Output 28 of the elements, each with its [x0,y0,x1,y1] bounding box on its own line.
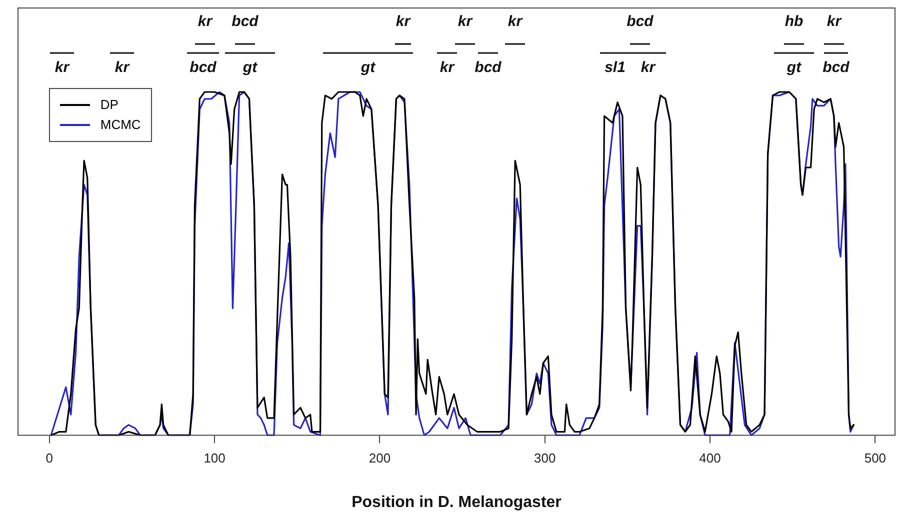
text: bcd [474,59,502,76]
text: bcd [822,59,850,76]
text: gt [786,59,802,76]
text: kr [54,59,70,76]
legend-label: MCMC [100,116,141,134]
text: gt [242,59,258,76]
text: gt [360,59,376,76]
x-tick-label: 500 [864,450,886,466]
text: bcd [626,13,654,30]
text: sl1 [604,59,626,76]
x-tick-label: 0 [46,450,53,466]
x-tick-label: 100 [204,450,226,466]
x-tick-label: 400 [699,450,721,466]
x-axis-title: Position in D. Melanogaster [352,494,562,511]
text: kr [458,13,474,30]
text: kr [826,13,842,30]
text: kr [198,13,214,30]
legend-label: DP [100,96,118,114]
text: hb [784,13,804,30]
text: bcd [190,59,218,76]
text: kr [508,13,524,30]
x-tick-label: 300 [534,450,556,466]
x-tick-label: 200 [368,450,391,466]
text: kr [440,59,456,76]
text: kr [640,59,656,76]
text: kr [396,13,412,30]
text: kr [114,59,130,76]
text: bcd [232,13,260,30]
